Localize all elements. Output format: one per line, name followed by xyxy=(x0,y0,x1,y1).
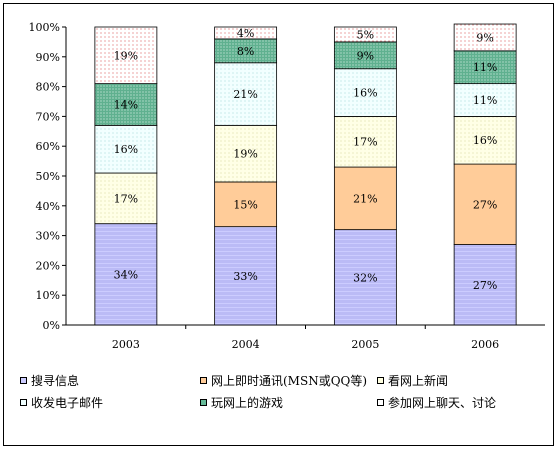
y-tick-label: 40% xyxy=(36,200,60,213)
data-label: 16% xyxy=(114,143,138,156)
legend-entry: 搜寻信息 xyxy=(20,372,79,389)
bar-segment xyxy=(94,223,158,326)
legend-label: 网上即时通讯(MSN或QQ等) xyxy=(211,374,368,388)
x-tick-label: 2005 xyxy=(351,338,379,351)
bar-segment xyxy=(333,41,397,70)
data-label: 14% xyxy=(114,98,138,111)
data-label: 5% xyxy=(357,28,374,41)
legend-label: 看网上新闻 xyxy=(388,374,449,388)
y-tick-label: 90% xyxy=(36,51,60,64)
legend-label: 参加网上聊天、讨论 xyxy=(388,396,497,410)
legend-label: 搜寻信息 xyxy=(31,374,80,388)
bar-segment xyxy=(453,163,517,245)
bar-segment xyxy=(453,116,517,165)
legend-swatch xyxy=(200,399,207,406)
data-label: 4% xyxy=(237,27,254,40)
x-tick-label: 2003 xyxy=(112,338,140,351)
y-tick-label: 50% xyxy=(36,170,60,183)
data-label: 17% xyxy=(353,136,377,149)
bar-segment xyxy=(214,226,278,326)
legend-label: 收发电子邮件 xyxy=(31,396,104,410)
bar-segment xyxy=(333,116,397,168)
data-label: 27% xyxy=(473,198,497,211)
bar-segment xyxy=(333,229,397,326)
bar-segment xyxy=(94,26,158,85)
data-label: 17% xyxy=(114,192,138,205)
data-label: 9% xyxy=(476,31,493,44)
bar-segment xyxy=(214,124,278,183)
data-label: 16% xyxy=(353,87,377,100)
bar-segment xyxy=(214,26,278,40)
y-tick-label: 30% xyxy=(36,230,60,243)
data-label: 11% xyxy=(473,94,497,107)
bar-segment xyxy=(94,83,158,126)
bar-segment xyxy=(214,62,278,126)
data-label: 16% xyxy=(473,134,497,147)
legend-label: 玩网上的游戏 xyxy=(211,396,284,410)
data-label: 19% xyxy=(233,148,257,161)
data-label: 34% xyxy=(114,268,138,281)
legend-entry: 参加网上聊天、讨论 xyxy=(377,394,496,411)
data-label: 27% xyxy=(473,279,497,292)
y-tick-label: 10% xyxy=(36,289,60,302)
chart-frame: 0% 10% 20% 30% 40% 50% 60% 70% 80% 90% 100% 2003 34… xyxy=(3,3,554,446)
legend-swatch xyxy=(377,377,384,384)
bar-segment xyxy=(453,23,517,52)
data-label: 8% xyxy=(237,45,254,58)
bar-segment xyxy=(453,244,517,326)
data-label: 15% xyxy=(233,198,257,211)
legend-swatch xyxy=(20,399,27,406)
y-tick-label: 60% xyxy=(36,140,60,153)
data-label: 21% xyxy=(233,88,257,101)
bar-segment xyxy=(333,26,397,43)
data-label: 21% xyxy=(353,192,377,205)
x-tick-label: 2006 xyxy=(471,338,499,351)
legend-swatch xyxy=(20,377,27,384)
legend-entry: 玩网上的游戏 xyxy=(200,394,283,411)
data-label: 33% xyxy=(233,270,257,283)
y-tick-label: 100% xyxy=(29,21,60,34)
x-tick-label: 2004 xyxy=(232,338,260,351)
legend-entry: 看网上新闻 xyxy=(377,372,448,389)
y-tick-label: 0% xyxy=(43,319,60,332)
y-tick-label: 20% xyxy=(36,259,60,272)
legend-swatch xyxy=(377,399,384,406)
data-label: 32% xyxy=(353,271,377,284)
bar-segment xyxy=(453,50,517,85)
data-label: 11% xyxy=(473,61,497,74)
y-tick-label: 80% xyxy=(36,81,60,94)
data-label: 9% xyxy=(357,49,374,62)
bar-segment xyxy=(333,166,397,231)
stacked-bar-chart: 0% 10% 20% 30% 40% 50% 60% 70% 80% 90% 100% 2003 34… xyxy=(29,21,545,351)
bar-segment xyxy=(94,172,158,225)
y-tick-label: 70% xyxy=(36,110,60,123)
legend-swatch xyxy=(200,377,207,384)
legend-entry: 收发电子邮件 xyxy=(20,394,103,411)
legend-entry: 网上即时通讯(MSN或QQ等) xyxy=(200,372,367,389)
data-label: 19% xyxy=(114,49,138,62)
